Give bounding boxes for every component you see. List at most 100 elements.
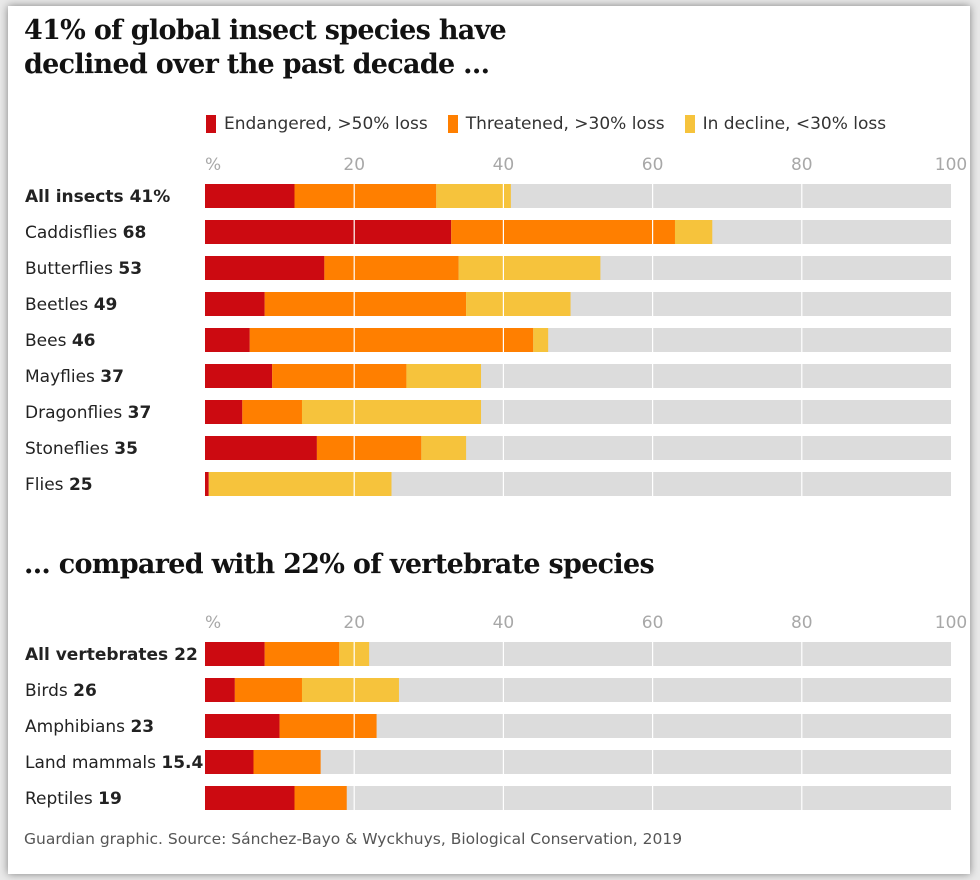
legend-swatch-decline <box>684 115 695 133</box>
category-name: Stoneflies <box>25 439 114 459</box>
category-total: 23 <box>130 717 154 737</box>
tick-label: 80 <box>791 155 813 175</box>
legend: Endangered, >50% loss Threatened, >30% l… <box>206 114 906 134</box>
tick-label: 40 <box>493 613 515 633</box>
bar-segment-endangered <box>205 184 295 208</box>
category-total: 19 <box>98 789 122 809</box>
bar-segment-endangered <box>205 292 265 316</box>
bar-segment-threatened <box>279 714 377 738</box>
category-name: Beetles <box>25 295 94 315</box>
bar-segment-decline <box>301 678 399 702</box>
category-label: Birds 26 <box>25 681 97 701</box>
category-total: 35 <box>114 439 138 459</box>
bar-segment-threatened <box>253 750 321 774</box>
category-total: 68 <box>123 223 147 243</box>
bar-segment-decline <box>436 184 511 208</box>
category-name: Amphibians <box>25 717 130 737</box>
category-label: Amphibians 23 <box>25 717 154 737</box>
category-total: 41% <box>130 187 171 207</box>
bar-segment-decline <box>208 472 392 496</box>
legend-label-threatened: Threatened, >30% loss <box>465 114 665 134</box>
bar-segment-endangered <box>205 678 235 702</box>
category-label: Beetles 49 <box>25 295 117 315</box>
chart-card: 41% of global insect species have declin… <box>8 6 970 874</box>
bar-segment-decline <box>301 400 482 424</box>
bar-segment-endangered <box>205 400 243 424</box>
category-name: Mayflies <box>25 367 100 387</box>
bar-segment-decline <box>406 364 482 388</box>
category-name: Flies <box>25 475 69 495</box>
chart-title-vertebrates: ... compared with 22% of vertebrate spec… <box>24 549 655 580</box>
category-label: Butterflies 53 <box>25 259 142 279</box>
category-label: Dragonflies 37 <box>25 403 151 423</box>
legend-swatch-endangered <box>206 115 216 133</box>
category-name: Birds <box>25 681 73 701</box>
bar-background <box>205 750 951 774</box>
category-name: Reptiles <box>25 789 98 809</box>
tick-label: % <box>205 155 221 175</box>
bar-segment-threatened <box>316 436 422 460</box>
tick-label: 80 <box>791 613 813 633</box>
bar-segment-threatened <box>324 256 459 280</box>
category-total: 49 <box>94 295 118 315</box>
bar-segment-threatened <box>272 364 407 388</box>
bar-segment-decline <box>421 436 467 460</box>
source-footnote: Guardian graphic. Source: Sánchez-Bayo &… <box>24 830 683 848</box>
category-label: Land mammals 15.4 <box>25 753 203 773</box>
bar-segment-threatened <box>294 184 437 208</box>
category-name: Caddisflies <box>25 223 123 243</box>
bar-segment-endangered <box>205 364 273 388</box>
bar-segment-endangered <box>205 472 209 496</box>
bar-segment-endangered <box>205 220 452 244</box>
bar-segment-decline <box>458 256 601 280</box>
category-label: Mayflies 37 <box>25 367 124 387</box>
category-total: 26 <box>73 681 97 701</box>
chart-title-insects: 41% of global insect species have declin… <box>24 15 507 80</box>
bar-segment-threatened <box>451 220 675 244</box>
legend-label-endangered: Endangered, >50% loss <box>224 114 428 134</box>
category-total: 15.4 <box>161 753 203 773</box>
category-total: 46 <box>72 331 96 351</box>
bar-segment-decline <box>533 328 549 352</box>
bar-segment-threatened <box>294 786 347 810</box>
category-label: Bees 46 <box>25 331 96 351</box>
bar-segment-endangered <box>205 786 295 810</box>
category-total: 37 <box>128 403 152 423</box>
bar-segment-endangered <box>205 328 250 352</box>
legend-item-threatened: Threatened, >30% loss <box>447 114 665 134</box>
tick-label: % <box>205 613 221 633</box>
category-label: Caddisflies 68 <box>25 223 146 243</box>
tick-label: 100 <box>935 155 967 175</box>
category-name: Bees <box>25 331 72 351</box>
bar-segment-endangered <box>205 256 325 280</box>
tick-label: 60 <box>642 155 664 175</box>
bar-segment-endangered <box>205 436 317 460</box>
category-name: All vertebrates <box>25 645 174 665</box>
category-name: Dragonflies <box>25 403 128 423</box>
legend-item-endangered: Endangered, >50% loss <box>206 114 428 134</box>
bar-segment-decline <box>674 220 713 244</box>
legend-item-decline: In decline, <30% loss <box>684 114 886 134</box>
legend-swatch-threatened <box>447 115 458 133</box>
category-total: 53 <box>118 259 142 279</box>
category-name: Butterflies <box>25 259 118 279</box>
bar-segment-threatened <box>264 642 340 666</box>
category-name: All insects <box>25 187 130 207</box>
category-label: All vertebrates 22 <box>25 645 198 665</box>
tick-label: 100 <box>935 613 967 633</box>
bar-segment-threatened <box>242 400 302 424</box>
bar-segment-threatened <box>249 328 534 352</box>
bar-segment-threatened <box>234 678 302 702</box>
category-total: 25 <box>69 475 93 495</box>
category-label: Flies 25 <box>25 475 93 495</box>
tick-label: 20 <box>343 613 365 633</box>
bar-segment-threatened <box>264 292 467 316</box>
category-name: Land mammals <box>25 753 161 773</box>
tick-label: 20 <box>343 155 365 175</box>
vertebrate-bar-chart: % 20 40 60 80 100 All vertebrates 22 Birds 26 Am… <box>25 613 967 810</box>
bar-segment-endangered <box>205 714 280 738</box>
bar-segment-decline <box>466 292 571 316</box>
category-total: 22 <box>174 645 198 665</box>
insect-bar-chart: % 20 40 60 80 100 All insects 41% Caddisflies 6… <box>25 155 967 496</box>
tick-label: 60 <box>642 613 664 633</box>
